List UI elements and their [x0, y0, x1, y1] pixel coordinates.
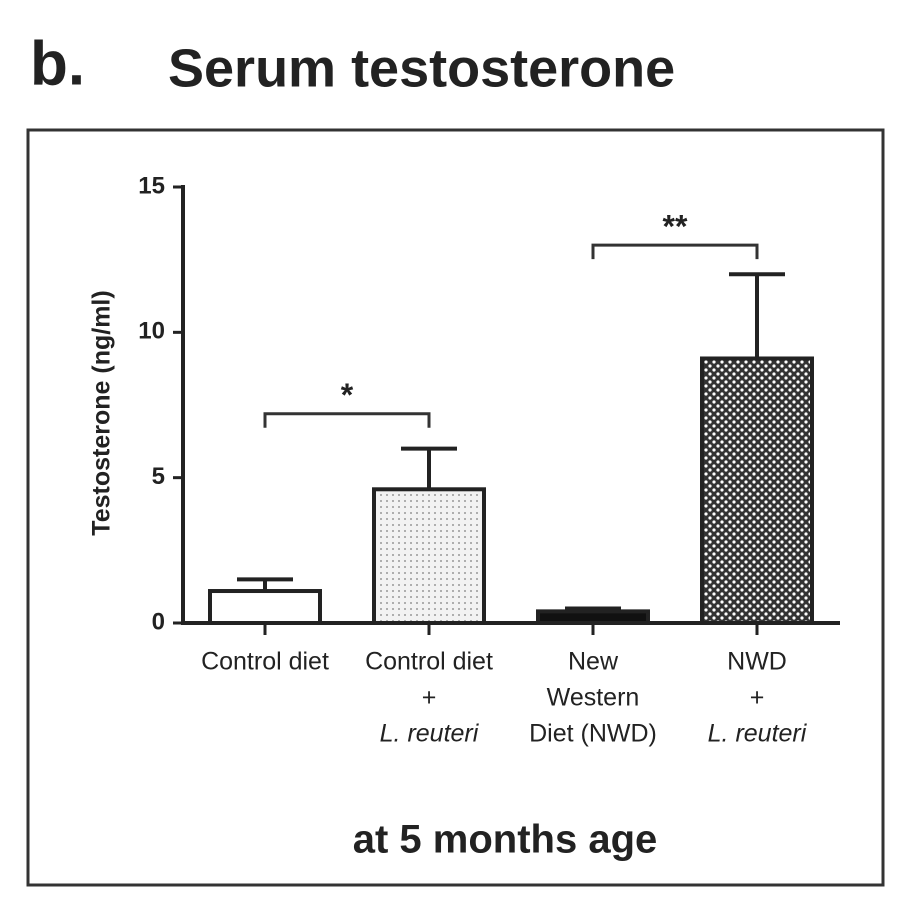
x-tick-label: L. reuteri	[708, 720, 808, 748]
bar	[208, 589, 322, 626]
x-tick-label: Western	[547, 684, 640, 712]
y-tick-label: 0	[152, 608, 165, 635]
panel-label: b.	[30, 29, 85, 98]
bar	[372, 487, 486, 625]
y-tick-label: 5	[152, 463, 165, 490]
x-tick-label: Control diet	[365, 648, 493, 676]
y-tick-label: 15	[138, 172, 165, 199]
y-axis-label: Testosterone (ng/ml)	[88, 290, 116, 535]
significance-label: *	[341, 377, 354, 413]
significance-bracket	[591, 243, 759, 260]
significance-label: **	[663, 209, 688, 245]
x-tick-label: +	[750, 684, 765, 712]
bar	[700, 356, 814, 625]
frame	[26, 128, 885, 887]
x-tick-label: Diet (NWD)	[529, 720, 657, 748]
bar	[536, 609, 650, 626]
x-tick-label: NWD	[727, 648, 787, 676]
x-tick-label: +	[422, 684, 437, 712]
x-axis-label: at 5 months age	[353, 818, 658, 862]
x-tick-label: L. reuteri	[380, 720, 480, 748]
chart-title: Serum testosterone	[168, 38, 675, 98]
x-tick-label: Control diet	[201, 648, 329, 676]
y-tick-label: 10	[138, 318, 165, 345]
significance-bracket	[263, 412, 431, 428]
x-tick-label: New	[568, 648, 619, 676]
